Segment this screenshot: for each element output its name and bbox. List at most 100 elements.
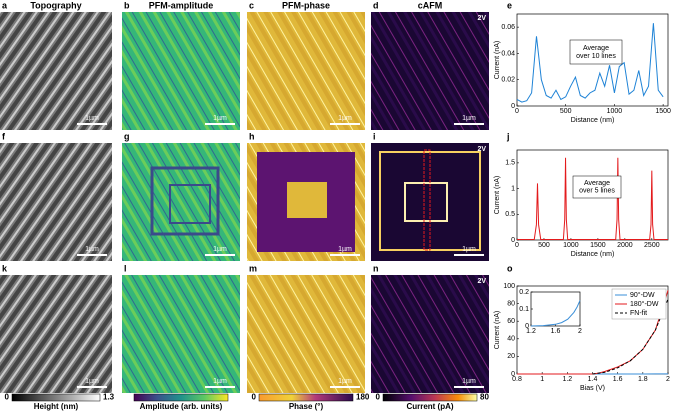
current-image: [371, 12, 489, 130]
switched-outline: [150, 166, 220, 236]
scale-bar-label: 1µm: [213, 378, 227, 385]
colorbar: [11, 393, 101, 402]
scale-bar-label: 1µm: [213, 115, 227, 122]
y-tick-label: 0.04: [501, 50, 515, 57]
x-tick-label: 1.2: [562, 376, 572, 383]
y-tick-label: 0.2: [519, 289, 529, 296]
current-image: [371, 275, 489, 393]
panel-letter: a: [2, 0, 8, 10]
x-tick-label: 1000: [607, 108, 623, 115]
x-tick-label: 500: [560, 108, 572, 115]
y-tick-label: 80: [507, 300, 515, 307]
colorbar-label: Amplitude (arb. units): [140, 402, 223, 411]
panel-letter: f: [2, 131, 6, 141]
x-tick-label: 1.4: [588, 376, 598, 383]
panel-letter: b: [124, 0, 130, 10]
y-axis-label: Current (nA): [494, 41, 501, 80]
panel-letter: o: [507, 263, 513, 273]
y-tick-label: 60: [507, 318, 515, 325]
panel-letter: e: [507, 0, 512, 10]
x-tick-label: 1000: [563, 242, 579, 249]
column-title: PFM-phase: [282, 0, 330, 10]
topography-image: [0, 275, 112, 393]
scale-bar-label: 1µm: [213, 246, 227, 253]
colorbar-label: Height (nm): [34, 402, 79, 411]
colorbar: [382, 393, 478, 402]
y-tick-label: 100: [503, 283, 515, 290]
x-tick-label: 0.8: [512, 376, 522, 383]
y-tick-label: 0.1: [519, 306, 529, 313]
annotation: over 10 lines: [576, 53, 616, 60]
panel-letter: g: [124, 131, 130, 141]
switched-outline: [169, 184, 211, 224]
panel-letter: k: [2, 263, 8, 273]
panel-letter: n: [373, 263, 379, 273]
y-tick-label: 40: [507, 336, 515, 343]
legend-label: 90°-DW: [630, 291, 655, 299]
column-title: PFM-amplitude: [149, 0, 214, 10]
data-line: [530, 300, 581, 327]
colorbar-max: 80: [480, 393, 489, 402]
annotation: Average: [583, 45, 609, 52]
y-tick-label: 1: [511, 185, 515, 192]
y-tick-label: 0: [511, 237, 515, 244]
colorbar-label: Phase (°): [289, 402, 324, 411]
panel-letter: i: [373, 131, 376, 141]
x-tick-label: 2: [578, 328, 582, 335]
bias-label: 2V: [477, 15, 486, 22]
y-tick-label: 1.5: [505, 160, 515, 167]
line-profile: [423, 149, 431, 251]
amplitude-image: [122, 275, 240, 393]
y-axis-label: Current (nA): [494, 176, 501, 215]
bias-label: 2V: [477, 278, 486, 285]
y-tick-label: 0: [511, 371, 515, 378]
wall-current: [404, 182, 448, 222]
phase-image: [247, 275, 365, 393]
legend-label: FN-fit: [630, 310, 647, 317]
y-tick-label: 0.02: [501, 77, 515, 84]
panel-letter: c: [249, 0, 254, 10]
panel-letter: m: [249, 263, 257, 273]
plot-frame: [516, 13, 669, 107]
scale-bar-label: 1µm: [338, 378, 352, 385]
x-tick-label: 2500: [644, 242, 660, 249]
x-tick-label: 1.6: [551, 328, 561, 335]
amplitude-image: [122, 12, 240, 130]
scale-bar-label: 1µm: [462, 115, 476, 122]
images: [0, 12, 489, 393]
data-line: [517, 157, 668, 240]
data-line: [517, 290, 669, 375]
scale-bar-label: 1µm: [462, 378, 476, 385]
scale-bar-label: 1µm: [462, 246, 476, 253]
data-line: [592, 299, 669, 375]
switched-region: [287, 182, 327, 218]
annotation-box: [569, 39, 623, 65]
x-axis-label: Bias (V): [580, 385, 605, 392]
topography-image: [0, 12, 112, 130]
colorbar-max: 180: [356, 393, 370, 402]
data-line: [516, 23, 664, 103]
y-tick-label: 0: [511, 103, 515, 110]
legend-label: 180°-DW: [630, 300, 659, 308]
colorbar-label: Current (pA): [406, 402, 453, 411]
x-tick-label: 0: [515, 242, 519, 249]
y-axis-label: Current (nA): [494, 311, 501, 350]
y-tick-label: 0.5: [505, 211, 515, 218]
x-tick-label: 1.2: [526, 328, 536, 335]
plot-frame: [516, 149, 669, 241]
column-title: Topography: [30, 0, 81, 10]
scale-bar-label: 1µm: [338, 246, 352, 253]
colorbar-min: 0: [5, 393, 10, 402]
y-tick-label: 20: [507, 353, 515, 360]
scale-bar-label: 1µm: [338, 115, 352, 122]
x-tick-label: 0: [515, 108, 519, 115]
x-tick-label: 1: [540, 376, 544, 383]
x-tick-label: 1.6: [613, 376, 623, 383]
x-tick-label: 500: [538, 242, 550, 249]
colorbar-max: 1.3: [103, 393, 115, 402]
colorbar-min: 0: [376, 393, 381, 402]
plot-frame: [530, 291, 581, 327]
annotation: over 5 lines: [579, 188, 615, 195]
bias-label: 2V: [477, 146, 486, 153]
topography-image: [0, 143, 112, 261]
